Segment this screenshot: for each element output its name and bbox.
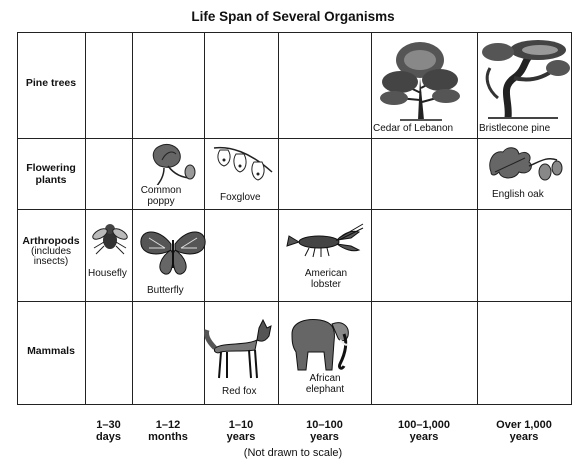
diagram-title: Life Span of Several Organisms xyxy=(191,9,395,24)
label-housefly: Housefly xyxy=(88,268,127,279)
label-bristlecone-pine: Bristlecone pine xyxy=(479,123,551,134)
grid-line xyxy=(17,404,572,405)
label-red-fox: Red fox xyxy=(222,386,257,397)
grid-line xyxy=(204,32,205,405)
cedar-tree-icon xyxy=(380,42,460,121)
grid-line xyxy=(132,32,133,405)
column-label-1-12-months: 1–12 months xyxy=(132,419,204,443)
label-american-lobster: American lobster xyxy=(296,268,356,290)
butterfly-icon xyxy=(140,231,206,275)
poppy-flower-icon xyxy=(152,143,196,191)
lobster-icon xyxy=(286,223,364,258)
oak-leaf-icon xyxy=(489,147,563,181)
column-label-line1: 1–30 xyxy=(96,419,121,431)
african-elephant-icon xyxy=(291,319,349,371)
label-common-poppy-line1: Common xyxy=(140,185,182,196)
red-fox-icon xyxy=(204,318,272,379)
grid-line xyxy=(477,32,478,405)
row-label-pine-trees: Pine trees xyxy=(25,77,77,89)
label-english-oak: English oak xyxy=(492,189,544,200)
column-label-line2: years xyxy=(310,431,339,443)
row-label-arthropods: Arthropods (includes insects) xyxy=(17,235,85,267)
grid-line xyxy=(17,32,572,33)
row-label-flowering-plants: Flowering plants xyxy=(26,162,76,186)
grid-line xyxy=(278,32,279,405)
grid-line xyxy=(85,32,86,405)
label-cedar-of-lebanon: Cedar of Lebanon xyxy=(373,123,454,134)
label-common-poppy: Common poppy xyxy=(133,185,189,207)
grid-line xyxy=(371,32,372,405)
column-label-line2: years xyxy=(409,431,439,443)
grid-line xyxy=(17,138,572,139)
grid-line xyxy=(17,209,572,210)
grid-line xyxy=(17,301,572,302)
label-american-lobster-line1: American xyxy=(304,268,348,279)
grid-line xyxy=(571,32,572,405)
column-label-line1: 1–12 xyxy=(155,419,181,431)
column-label-over-1000-years: Over 1,000 years xyxy=(477,419,571,443)
bristlecone-pine-icon xyxy=(482,40,570,119)
column-label-10-100-years: 10–100 years xyxy=(278,419,371,443)
column-label-line1: 100–1,000 xyxy=(398,419,450,431)
column-label-line1: 10–100 xyxy=(306,419,343,431)
housefly-icon xyxy=(92,224,128,255)
column-label-1-10-years: 1–10 years xyxy=(204,419,278,443)
label-african-elephant-line2: elephant xyxy=(305,384,345,395)
foxglove-icon xyxy=(213,146,273,181)
label-african-elephant: African elephant xyxy=(296,373,354,395)
scale-note: (Not drawn to scale) xyxy=(243,447,343,459)
column-label-line2: days xyxy=(95,431,122,443)
grid-line xyxy=(17,32,18,405)
column-label-100-1000-years: 100–1,000 years xyxy=(371,419,477,443)
column-label-line2: months xyxy=(148,431,188,443)
life-span-grid: Pine trees Flowering plants Arthropods (… xyxy=(17,32,572,405)
row-label-mammals: Mammals xyxy=(27,345,75,357)
column-label-line2: years xyxy=(509,431,539,443)
label-american-lobster-line2: lobster xyxy=(310,279,341,290)
column-label-line2: years xyxy=(226,431,256,443)
column-label-line1: 1–10 xyxy=(228,419,254,431)
column-label-line1: Over 1,000 xyxy=(496,419,552,431)
row-label-arthropods-sub: (includes insects) xyxy=(30,246,72,267)
label-butterfly: Butterfly xyxy=(147,285,184,296)
label-common-poppy-line2: poppy xyxy=(147,196,175,207)
label-foxglove: Foxglove xyxy=(220,192,261,203)
label-african-elephant-line1: African xyxy=(309,373,341,384)
row-label-arthropods-title: Arthropods xyxy=(22,235,80,247)
column-label-1-30-days: 1–30 days xyxy=(85,419,132,443)
